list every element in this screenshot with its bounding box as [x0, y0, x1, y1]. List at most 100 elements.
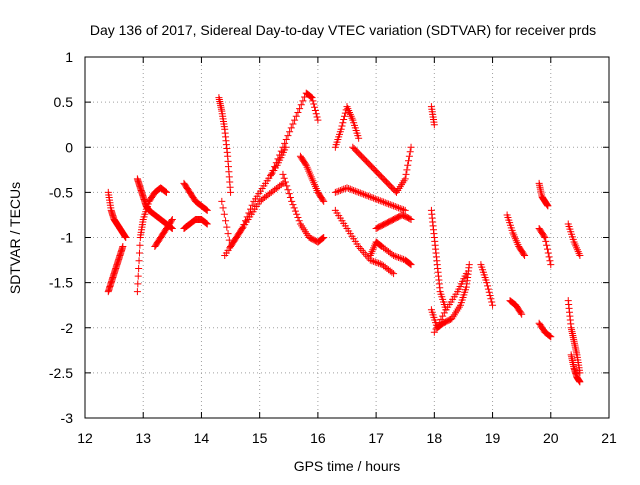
x-tick-label: 18 — [427, 430, 443, 446]
y-tick-label: -2.5 — [49, 365, 73, 381]
data-point — [544, 249, 552, 257]
data-point — [313, 113, 321, 121]
data-point — [135, 249, 143, 257]
data-point — [393, 203, 401, 211]
series-arc-q — [331, 206, 398, 278]
chart-title: Day 136 of 2017, Sidereal Day-to-day VTE… — [90, 22, 596, 38]
data-point — [488, 298, 496, 306]
data-point — [546, 332, 554, 340]
x-tick-label: 14 — [194, 430, 210, 446]
data-point — [363, 192, 371, 200]
data-point — [391, 252, 399, 260]
data-point — [318, 235, 326, 243]
data-point — [406, 260, 414, 268]
data-point — [136, 241, 144, 249]
data-point — [311, 107, 319, 115]
data-point — [219, 204, 227, 212]
x-axis-ticks: 12 13 14 15 16 17 18 19 20 21 — [77, 57, 617, 446]
data-point — [370, 257, 378, 265]
data-point — [292, 112, 300, 120]
data-point — [376, 260, 384, 268]
data-point — [291, 116, 299, 124]
data-point — [546, 257, 554, 265]
data-point — [331, 188, 339, 196]
data-point — [576, 378, 584, 386]
data-point — [543, 245, 551, 253]
data-point — [135, 264, 143, 272]
series-arc-u — [427, 206, 450, 314]
series-arc-l — [279, 170, 328, 246]
data-point — [319, 234, 327, 242]
data-point — [277, 147, 285, 155]
data-point — [272, 159, 280, 167]
data-point — [283, 182, 291, 190]
data-point — [320, 234, 328, 241]
y-axis-label: SDTVAR / TECUs — [7, 182, 23, 294]
data-point — [203, 220, 211, 228]
series-arc-v — [427, 261, 473, 332]
data-point — [202, 206, 210, 214]
data-point — [314, 116, 322, 124]
series-arc-k — [267, 89, 322, 178]
data-point — [396, 204, 404, 212]
data-point — [435, 319, 443, 327]
x-tick-label: 19 — [485, 430, 501, 446]
data-point — [135, 257, 143, 265]
series-arc-x — [477, 261, 497, 309]
data-point — [345, 185, 353, 193]
data-point — [483, 279, 491, 287]
data-point — [376, 197, 384, 205]
data-point — [434, 322, 442, 330]
data-point — [311, 103, 319, 111]
data-point — [289, 201, 297, 209]
series-arc-b — [104, 243, 127, 296]
x-tick-label: 21 — [601, 430, 617, 446]
y-tick-label: 1 — [65, 49, 73, 65]
data-point — [390, 252, 398, 260]
data-point — [368, 257, 376, 265]
series-arc-s — [372, 211, 415, 232]
data-point — [333, 188, 341, 196]
series-arc-a — [104, 188, 130, 241]
data-point — [284, 186, 292, 194]
data-point — [119, 243, 127, 251]
data-point — [439, 312, 447, 320]
data-point — [338, 186, 346, 194]
data-point — [310, 100, 318, 108]
data-point — [346, 185, 354, 193]
series-arc-p — [331, 184, 409, 214]
data-point — [309, 97, 317, 105]
data-point — [371, 258, 379, 266]
data-point — [281, 178, 289, 186]
data-point — [222, 217, 230, 225]
series-arc-af — [567, 351, 584, 386]
series-arc-ab — [535, 224, 555, 269]
y-tick-label: -2 — [61, 320, 74, 336]
series-arc-ae — [564, 297, 584, 377]
data-point — [375, 196, 383, 204]
data-point — [202, 219, 210, 227]
data-point — [355, 134, 363, 142]
series-arc-h — [215, 94, 235, 196]
data-point — [202, 205, 210, 213]
series-arc-f — [180, 179, 211, 214]
data-point — [366, 193, 374, 201]
data-point — [547, 333, 555, 341]
x-axis-label: GPS time / hours — [294, 458, 401, 474]
data-point — [286, 194, 294, 202]
data-point — [486, 292, 494, 300]
data-point — [541, 234, 549, 241]
data-point — [133, 288, 141, 296]
data-point — [294, 108, 302, 116]
data-point — [267, 170, 275, 178]
series-arc-e — [151, 215, 176, 251]
data-point — [355, 188, 363, 196]
x-tick-label: 17 — [368, 430, 384, 446]
data-point — [437, 315, 445, 323]
data-point — [274, 155, 282, 163]
data-point — [340, 185, 348, 193]
data-point — [350, 186, 358, 194]
data-point — [388, 201, 396, 209]
data-point — [296, 105, 304, 113]
